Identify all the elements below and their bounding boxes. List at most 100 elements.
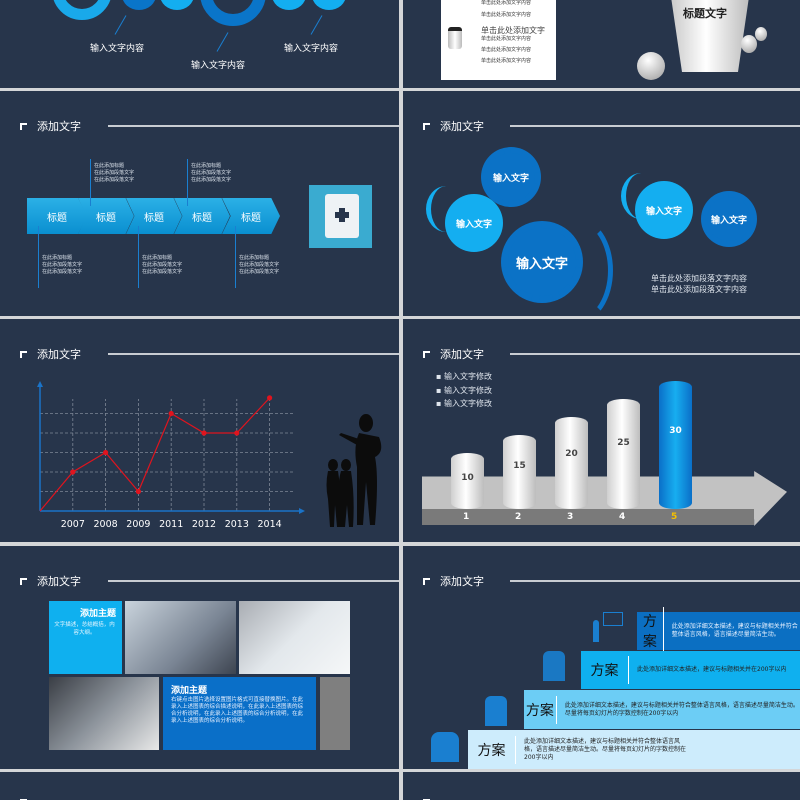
ball-graphic <box>755 27 767 41</box>
bullet-list: ▪ 输入文字修改 ▪ 输入文字修改 ▪ 输入文字修改 <box>436 370 492 411</box>
bracket-icon <box>423 577 430 585</box>
platform-front <box>422 509 754 525</box>
callout-line <box>90 159 91 206</box>
header-divider <box>108 580 399 582</box>
data-point <box>234 430 240 436</box>
card-title: 单击此处添加文字 <box>481 26 545 35</box>
circle-graphic <box>160 0 194 10</box>
x-tick-label: 2014 <box>258 519 282 530</box>
bullet-item: ▪ 输入文字修改 <box>436 385 492 395</box>
x-tick-label: 2011 <box>159 519 183 530</box>
gray-block <box>320 677 350 750</box>
x-tick-label: 4 <box>619 512 626 522</box>
plan-step: 方案 此处添加详细文本描述，建议与标题相关并符合整体语言风格，语言描述尽量简洁生动… <box>468 730 800 769</box>
x-tick-label: 3 <box>567 512 574 522</box>
photo-handshake-documents <box>125 601 236 674</box>
callout-line <box>235 226 236 288</box>
circle-graphic <box>122 0 156 10</box>
bracket-icon <box>20 122 27 130</box>
series-line <box>39 397 271 512</box>
plan-step: 方案 此处添加详细文本描述，建议与标题相关并符合整体语言风格，语言描述尽量简洁生动… <box>524 690 800 729</box>
slide-title: 添加文字 <box>37 348 81 361</box>
bracket-icon <box>423 350 430 358</box>
x-tick-label: 2012 <box>192 519 216 530</box>
header-divider <box>510 353 800 355</box>
callout-text: 在此添加标题 在此添加段落文字 在此添加段落文字 <box>191 163 232 183</box>
desk-worker-icon <box>543 651 565 681</box>
ring-graphic <box>200 0 266 26</box>
gear-icon: 输入文字 <box>481 147 541 207</box>
slide-thumbnail-3[interactable]: 添加文字 标题 标题 标题 标题 标题 在此添加标题 在此添加段落文字 在此添加段落… <box>0 91 399 316</box>
header-divider <box>510 580 800 582</box>
slide-thumbnail-5[interactable]: 添加文字 2007 2008 2009 2011 2012 2013 2014 <box>0 319 399 542</box>
slide-thumbnail-6[interactable]: 添加文字 ▪ 输入文字修改 ▪ 输入文字修改 ▪ 输入文字修改 10 1 15 2 20… <box>403 319 800 542</box>
callout-text: 在此添加标题 在此添加段落文字 在此添加段落文字 <box>94 163 135 183</box>
card-line: 单击此处添加文字内容 <box>481 0 532 6</box>
plan-step: 方案 此处添加详细文本描述，建议与标题相关并符合整体语言风格，语言描述尽量简洁生动… <box>637 607 800 655</box>
slide-thumbnail-2[interactable]: 单击此处添加文字内容 单击此处添加文字内容 单击此处添加文字 单击此处添加文字内… <box>403 0 800 88</box>
line-chart: 2007 2008 2009 2011 2012 2013 2014 <box>37 381 305 530</box>
data-point <box>201 430 207 436</box>
ball-graphic <box>637 52 665 80</box>
meeting-icon <box>431 732 459 762</box>
businesswomen-silhouette <box>326 414 382 527</box>
slide-thumbnail-10[interactable] <box>403 772 800 800</box>
photo-meeting-writing <box>49 677 159 750</box>
slide-title: 添加文字 <box>440 575 484 588</box>
card-line: 单击此处添加文字内容 <box>481 47 532 53</box>
bullet-item: ▪ 输入文字修改 <box>436 399 492 408</box>
ball-graphic <box>741 35 757 53</box>
slide-title: 添加文字 <box>37 120 81 133</box>
cup-graphic <box>670 0 750 72</box>
callout-text: 在此添加标题 在此添加段落文字 在此添加段落文字 <box>42 255 83 275</box>
slide-thumbnail-7[interactable]: 添加文字 添加主题 文字描述，总结概括，内容大纲。 添加主题 右键点击图片选择设… <box>0 546 399 769</box>
circle-graphic <box>272 0 306 10</box>
data-point <box>267 395 273 401</box>
gear-icon: 输入文字 <box>701 191 757 247</box>
arrow-step: 标题 <box>174 198 230 234</box>
x-tick-label: 2009 <box>126 519 150 530</box>
bar: 15 <box>503 435 536 509</box>
y-axis-arrow <box>37 381 43 387</box>
bar: 25 <box>607 399 640 509</box>
bracket-icon <box>423 122 430 130</box>
label: 输入文字内容 <box>191 61 246 71</box>
topic-box: 添加主题 右键点击图片选择设置图片格式可直接替换图片。在此录入上述图表的综合描述… <box>163 677 316 750</box>
slide-thumbnail-4[interactable]: 添加文字 输入文字 输入文字 输入文字 输入文字 输入文字 单击此处添加段落文字… <box>403 91 800 316</box>
bar: 10 <box>451 453 484 509</box>
header-divider <box>510 125 800 127</box>
slide-thumbnail-8[interactable]: 添加文字 方案 此处添加详细文本描述，建议与标题相关并符合整体语言风格，语言描述尽… <box>403 546 800 769</box>
slide-thumbnail-9[interactable] <box>0 772 399 800</box>
x-tick-label: 1 <box>463 512 470 522</box>
ring-graphic <box>52 0 112 20</box>
x-tick-label: 5 <box>671 512 678 522</box>
header-divider <box>108 353 399 355</box>
x-tick-label: 2013 <box>225 519 249 530</box>
slide-header: 添加文字 <box>423 346 484 362</box>
presenter-icon <box>593 612 623 642</box>
connector-line <box>310 15 323 35</box>
slide-title: 添加文字 <box>440 120 484 133</box>
x-axis-arrow <box>299 508 305 514</box>
connector-line <box>114 15 127 35</box>
data-point <box>70 469 76 475</box>
cup-icon <box>448 27 462 49</box>
card-line: 单击此处添加文字内容 <box>481 58 532 64</box>
callout-line <box>38 226 39 288</box>
data-point <box>168 410 174 417</box>
label: 输入文字内容 <box>284 44 339 54</box>
bullet-item: ▪ 输入文字修改 <box>436 372 492 381</box>
slide-thumbnail-1[interactable]: 输入文字内容 输入文字内容 输入文字内容 <box>0 0 399 88</box>
rotate-arrow-icon <box>621 173 661 219</box>
arrow-step: 标题 <box>126 198 182 234</box>
callout-text: 在此添加标题 在此添加段落文字 在此添加段落文字 <box>239 255 280 275</box>
arrow-step: 标题 <box>78 198 134 234</box>
bar: 30 <box>659 381 692 509</box>
plan-step: 方案 此处添加详细文本描述，建议与标题相关并在200字以内 <box>581 651 800 689</box>
connector-line <box>216 32 229 52</box>
bar: 20 <box>555 417 588 509</box>
data-point <box>103 449 109 456</box>
circle-graphic <box>312 0 346 10</box>
bracket-icon <box>20 577 27 585</box>
slide-header: 添加文字 <box>20 346 81 362</box>
